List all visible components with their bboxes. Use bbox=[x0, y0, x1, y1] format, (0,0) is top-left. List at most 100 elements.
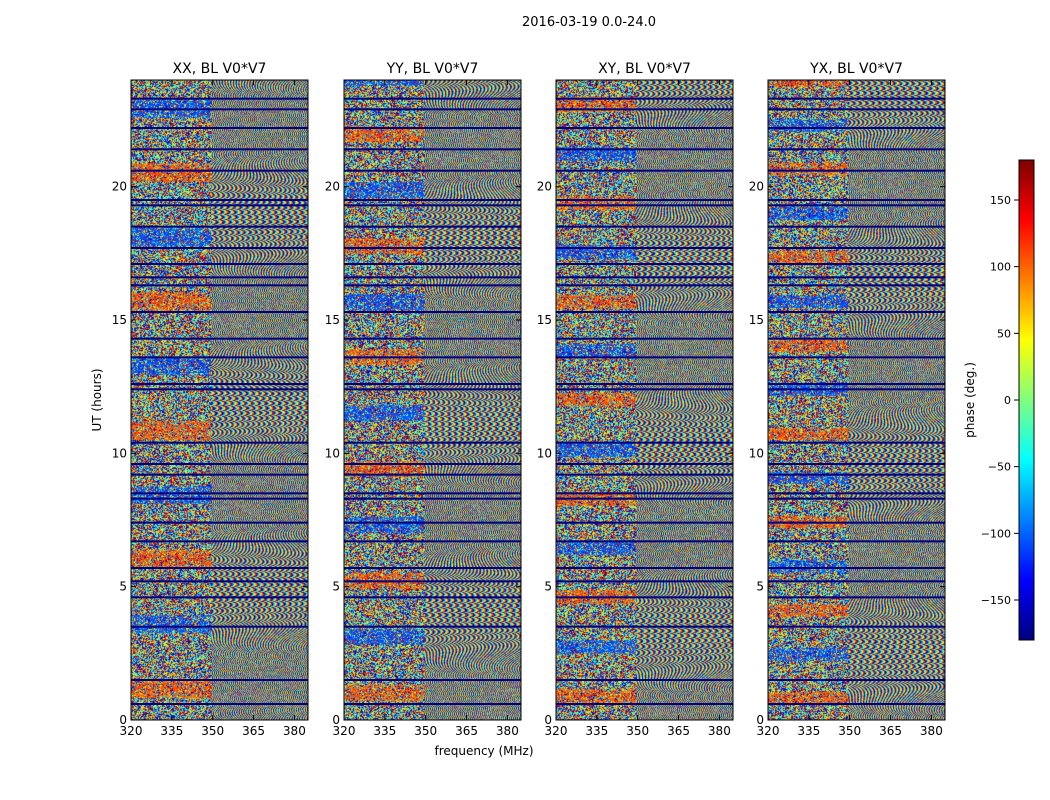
data-gap-line bbox=[344, 311, 521, 313]
data-gap-line bbox=[556, 580, 733, 583]
x-tick-label: 320 bbox=[120, 724, 143, 738]
data-gap-line bbox=[131, 580, 308, 583]
data-gap-line bbox=[344, 441, 521, 444]
panel-title: XY, BL V0*V7 bbox=[598, 61, 691, 77]
data-gap-line bbox=[131, 497, 308, 500]
y-tick-label: 5 bbox=[544, 580, 552, 594]
data-gap-line bbox=[768, 337, 945, 340]
y-tick-label: 15 bbox=[112, 313, 127, 327]
data-gap-line bbox=[768, 356, 945, 359]
data-gap-line bbox=[131, 473, 308, 476]
data-gap-line bbox=[131, 356, 308, 359]
data-gap-line bbox=[131, 521, 308, 524]
data-gap-line bbox=[556, 311, 733, 313]
y-tick-label: 20 bbox=[325, 180, 340, 194]
data-gap-line bbox=[768, 225, 945, 228]
data-gap-line bbox=[131, 276, 308, 279]
data-gap-line bbox=[344, 148, 521, 151]
data-gap-line bbox=[131, 225, 308, 228]
data-gap-line bbox=[556, 388, 733, 391]
data-gap-line bbox=[344, 492, 521, 495]
data-gap-line bbox=[768, 388, 945, 391]
colorbar-label: phase (deg.) bbox=[963, 362, 977, 438]
x-tick-label: 365 bbox=[455, 724, 478, 738]
data-gap-line bbox=[344, 204, 521, 207]
data-gap-line bbox=[344, 284, 521, 287]
panel-frame bbox=[767, 79, 946, 721]
data-gap-line bbox=[556, 108, 733, 111]
heatmap-image bbox=[131, 80, 308, 720]
data-gap-line bbox=[131, 540, 308, 543]
data-gap-line bbox=[768, 567, 945, 569]
data-gap-line bbox=[344, 463, 521, 465]
data-gap-line bbox=[344, 596, 521, 599]
x-tick-label: 350 bbox=[414, 724, 437, 738]
x-tick-label: 320 bbox=[757, 724, 780, 738]
data-gap-line bbox=[768, 97, 945, 100]
data-gap-line bbox=[344, 383, 521, 385]
data-gap-line bbox=[556, 540, 733, 543]
panel-xy: XY, BL V0*V7 320 335 350 365 380 0 5 10 15 20 bbox=[537, 61, 734, 738]
panel-frame bbox=[130, 79, 309, 721]
data-gap-line bbox=[768, 580, 945, 583]
data-gap-line bbox=[768, 247, 945, 249]
data-gap-line bbox=[344, 263, 521, 265]
x-tick-label: 380 bbox=[708, 724, 731, 738]
data-gap-line bbox=[131, 311, 308, 313]
y-tick-label: 20 bbox=[112, 180, 127, 194]
x-tick-label: 320 bbox=[545, 724, 568, 738]
data-gap-line bbox=[131, 199, 308, 201]
x-tick-label: 335 bbox=[160, 724, 183, 738]
y-tick-label: 0 bbox=[332, 713, 340, 727]
data-gap-line bbox=[344, 540, 521, 543]
colorbar-tick-label: −150 bbox=[981, 594, 1011, 607]
data-gap-line bbox=[131, 492, 308, 495]
data-gap-line bbox=[131, 337, 308, 340]
data-gap-line bbox=[556, 276, 733, 279]
panel-yx: YX, BL V0*V7 320 335 350 365 380 0 5 10 15 20 bbox=[749, 61, 946, 738]
x-tick-label: 335 bbox=[373, 724, 396, 738]
data-gap-line bbox=[344, 199, 521, 201]
data-gap-line bbox=[131, 596, 308, 599]
y-tick-label: 10 bbox=[325, 446, 340, 460]
data-gap-line bbox=[556, 169, 733, 172]
data-gap-line bbox=[556, 284, 733, 287]
data-gap-line bbox=[131, 204, 308, 207]
data-gap-line bbox=[768, 199, 945, 201]
data-gap-line bbox=[556, 473, 733, 476]
x-tick-label: 335 bbox=[585, 724, 608, 738]
data-gap-line bbox=[556, 204, 733, 207]
data-gap-line bbox=[556, 263, 733, 265]
data-gap-line bbox=[556, 679, 733, 681]
y-tick-label: 15 bbox=[325, 313, 340, 327]
data-gap-line bbox=[768, 108, 945, 111]
y-tick-label: 20 bbox=[537, 180, 552, 194]
data-gap-line bbox=[768, 473, 945, 476]
data-gap-line bbox=[131, 97, 308, 100]
data-gap-line bbox=[344, 356, 521, 359]
data-gap-line bbox=[344, 169, 521, 172]
colorbar-tick-label: 50 bbox=[997, 327, 1011, 340]
data-gap-line bbox=[556, 463, 733, 465]
data-gap-line bbox=[131, 284, 308, 287]
data-gap-line bbox=[556, 247, 733, 249]
y-tick-label: 10 bbox=[749, 446, 764, 460]
data-gap-line bbox=[556, 383, 733, 385]
data-gap-line bbox=[131, 383, 308, 385]
data-gap-line bbox=[344, 225, 521, 228]
data-gap-line bbox=[344, 580, 521, 583]
data-gap-line bbox=[556, 703, 733, 705]
data-gap-line bbox=[131, 108, 308, 111]
data-gap-line bbox=[556, 596, 733, 599]
data-gap-line bbox=[344, 567, 521, 569]
colorbar-tick-label: 0 bbox=[1004, 394, 1011, 407]
data-gap-line bbox=[131, 625, 308, 628]
panel-xx: XX, BL V0*V7 320 335 350 365 380 0 5 10 15 20 bbox=[112, 61, 309, 738]
y-tick-label: 0 bbox=[119, 713, 127, 727]
heatmap-image bbox=[344, 80, 521, 720]
data-gap-line bbox=[768, 521, 945, 524]
colorbar: −150 −100 −50 0 50 100 150 bbox=[981, 159, 1035, 641]
data-gap-line bbox=[344, 388, 521, 391]
data-gap-line bbox=[556, 441, 733, 444]
